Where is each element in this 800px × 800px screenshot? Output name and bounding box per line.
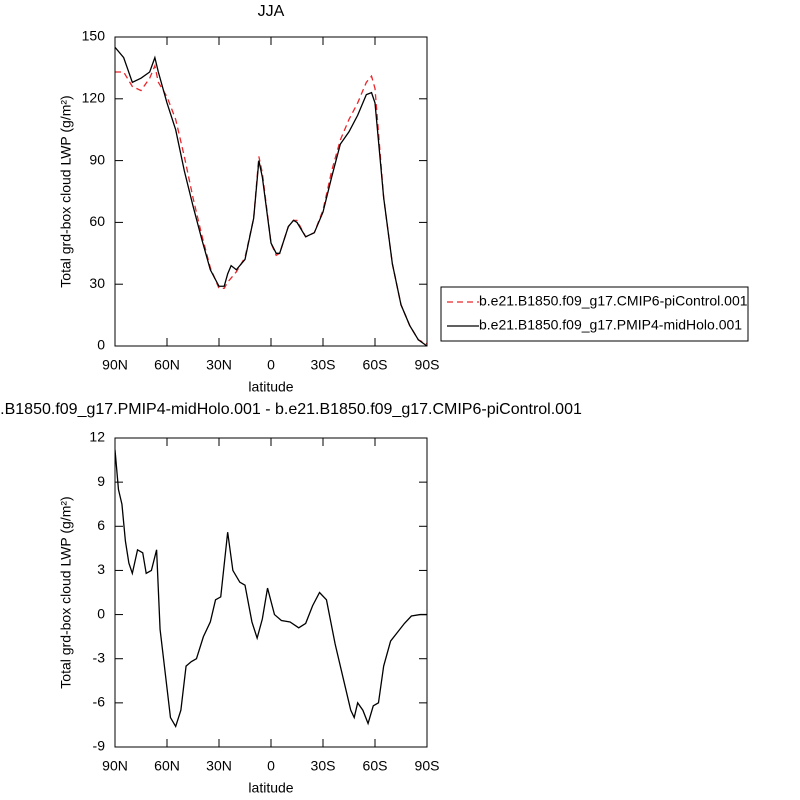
data-line xyxy=(115,63,427,345)
y-tick-label: 12 xyxy=(89,429,105,445)
y-tick-label: -9 xyxy=(93,738,106,754)
x-tick-label: 90S xyxy=(415,357,440,373)
x-tick-label: 30S xyxy=(311,357,336,373)
x-tick-label: 90N xyxy=(102,357,128,373)
x-tick-label: 0 xyxy=(267,357,275,373)
x-tick-label: 30N xyxy=(206,758,232,774)
y-tick-label: 120 xyxy=(82,90,106,106)
plot-frame xyxy=(114,437,428,748)
x-axis-label: latitude xyxy=(248,379,293,395)
x-tick-label: 60N xyxy=(154,758,180,774)
y-tick-label: 9 xyxy=(97,473,105,489)
chart-title: b.e21.B1850.f09_g17.PMIP4-midHolo.001 - … xyxy=(0,401,582,418)
y-tick-label: 150 xyxy=(82,28,106,44)
plot-frame xyxy=(114,36,428,347)
x-tick-label: 60N xyxy=(154,357,180,373)
y-tick-label: 60 xyxy=(89,213,105,229)
x-axis-label: latitude xyxy=(248,780,293,796)
legend-label: b.e21.B1850.f09_g17.PMIP4-midHolo.001 xyxy=(479,317,742,333)
x-tick-label: 30S xyxy=(311,758,336,774)
x-tick-label: 30N xyxy=(206,357,232,373)
y-tick-label: 0 xyxy=(97,605,105,621)
legend-box xyxy=(440,286,749,342)
x-tick-label: 90N xyxy=(102,758,128,774)
x-tick-label: 60S xyxy=(363,758,388,774)
data-line xyxy=(115,449,427,728)
x-tick-label: 0 xyxy=(267,758,275,774)
y-axis-label: Total grd-box cloud LWP (g/m²) xyxy=(58,95,74,287)
y-tick-label: 3 xyxy=(97,561,105,577)
chart-title: JJA xyxy=(258,3,285,20)
y-tick-label: -6 xyxy=(93,694,106,710)
y-tick-label: 90 xyxy=(89,151,105,167)
y-tick-label: 0 xyxy=(97,337,105,353)
y-tick-label: 6 xyxy=(97,517,105,533)
legend-label: b.e21.B1850.f09_g17.CMIP6-piControl.001 xyxy=(479,293,748,309)
y-tick-label: 30 xyxy=(89,275,105,291)
x-tick-label: 90S xyxy=(415,758,440,774)
data-line xyxy=(115,46,427,346)
y-tick-label: -3 xyxy=(93,649,106,665)
x-tick-label: 60S xyxy=(363,357,388,373)
y-axis-label: Total grd-box cloud LWP (g/m²) xyxy=(58,496,74,688)
